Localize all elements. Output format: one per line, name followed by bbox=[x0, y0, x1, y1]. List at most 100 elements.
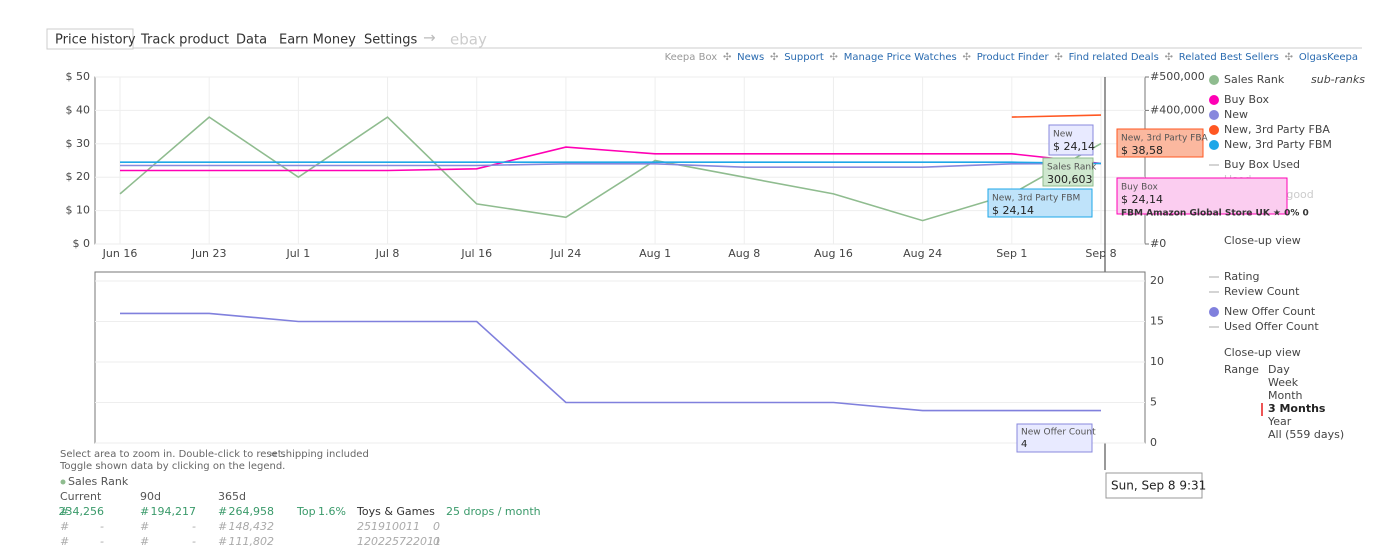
tab[interactable]: ebay bbox=[450, 31, 487, 49]
plot-area bbox=[94, 76, 1146, 245]
tooltip-seller: FBM Amazon Global Store UK ★ 0% 0 bbox=[1121, 209, 1309, 219]
sub-ranks[interactable]: sub-ranks bbox=[1311, 73, 1365, 86]
tooltip-value: $ 24,14 bbox=[1053, 140, 1095, 153]
tooltip-title: Sales Rank bbox=[1047, 163, 1097, 173]
tooltip bbox=[1016, 423, 1093, 453]
table-cell: - bbox=[192, 535, 196, 548]
tooltip bbox=[1116, 177, 1288, 215]
legend-entry[interactable]: Buy Box bbox=[1224, 93, 1269, 106]
tooltip bbox=[1116, 128, 1204, 158]
table-cell: # bbox=[218, 505, 227, 518]
tab[interactable]: Data bbox=[236, 33, 267, 48]
tab[interactable]: Price history bbox=[55, 33, 136, 48]
legend-entry[interactable]: Buy Box Used bbox=[1224, 158, 1300, 171]
tooltip bbox=[1048, 124, 1094, 156]
x-tick-label: Jun 23 bbox=[191, 247, 227, 260]
top-link[interactable]: Related Best Sellers bbox=[1179, 52, 1279, 63]
hint: = shipping included bbox=[269, 449, 369, 460]
series-line bbox=[119, 116, 1102, 222]
legend-dot bbox=[1209, 95, 1219, 105]
legend-entry[interactable]: Sales Rank bbox=[1224, 73, 1285, 86]
series-line bbox=[120, 162, 1102, 168]
table-cell: 1.6% bbox=[318, 505, 346, 518]
tab[interactable]: Earn Money bbox=[279, 33, 356, 48]
legend-dot bbox=[1209, 110, 1219, 120]
tab[interactable]: Track product bbox=[140, 33, 229, 48]
tooltip-title: Buy Box bbox=[1121, 183, 1158, 193]
top-link[interactable]: Manage Price Watches bbox=[844, 52, 957, 63]
separator: ✣ bbox=[1285, 52, 1293, 63]
legend-dot bbox=[1209, 140, 1219, 150]
table-cell: 264,958 bbox=[229, 505, 275, 518]
table-cell: # bbox=[140, 520, 149, 533]
tooltip-value: $ 24,14 bbox=[1121, 193, 1163, 206]
x-tick-label: Jul 24 bbox=[550, 247, 582, 260]
top-link[interactable]: News bbox=[737, 52, 764, 63]
table-cell: Toys & Games bbox=[356, 505, 435, 518]
x-tick-label: Aug 1 bbox=[639, 247, 671, 260]
top-link[interactable]: Product Finder bbox=[977, 52, 1050, 63]
table-cell: # bbox=[60, 505, 69, 518]
top-link[interactable]: Find related Deals bbox=[1069, 52, 1159, 63]
range-label: Range bbox=[1224, 363, 1259, 376]
legend-dot bbox=[1209, 307, 1219, 317]
range-option[interactable]: Year bbox=[1267, 415, 1292, 428]
table-cell: # bbox=[218, 520, 227, 533]
top-link[interactable]: Support bbox=[784, 52, 824, 63]
close-up-toggle[interactable]: Close-up view bbox=[1224, 346, 1301, 359]
table-cell: 120225722011 bbox=[357, 535, 441, 548]
series-line bbox=[120, 312, 1101, 412]
table-cell: - bbox=[100, 520, 104, 533]
table-header: 90d bbox=[140, 490, 161, 503]
range-option[interactable]: All (559 days) bbox=[1268, 428, 1344, 441]
y-tick-label: $ 20 bbox=[66, 170, 91, 183]
legend-entry[interactable]: New Offer Count bbox=[1224, 305, 1316, 318]
top-link[interactable]: OlgasKeepa bbox=[1299, 52, 1358, 63]
separator: ✣ bbox=[723, 52, 731, 63]
y-tick-label: 20 bbox=[1150, 274, 1164, 287]
cursor-time-box bbox=[1105, 472, 1203, 499]
active-tab bbox=[46, 28, 134, 50]
tooltip bbox=[1042, 157, 1094, 187]
series-line bbox=[1011, 114, 1102, 118]
range-option[interactable]: Day bbox=[1268, 363, 1290, 376]
separator: ✣ bbox=[1165, 52, 1173, 63]
tooltip-title: New, 3rd Party FBA bbox=[1121, 134, 1208, 144]
tab[interactable]: Settings bbox=[364, 33, 418, 48]
section-title: Sales Rank bbox=[68, 475, 129, 488]
table-cell: 234,256 bbox=[59, 505, 105, 518]
table-cell: # bbox=[140, 505, 149, 518]
legend-entry[interactable]: New, 3rd Party FBA bbox=[1224, 123, 1330, 136]
table-cell: # bbox=[218, 535, 227, 548]
tooltip-value: 300,603 bbox=[1047, 173, 1093, 186]
y2-tick-label: #0 bbox=[1150, 237, 1166, 250]
y-tick-label: $ 0 bbox=[73, 237, 91, 250]
legend-dot bbox=[1209, 75, 1219, 85]
legend-entry[interactable]: Used Offer Count bbox=[1224, 320, 1319, 333]
y2-tick-label: #500,000 bbox=[1150, 70, 1205, 83]
y2-tick-label: #400,000 bbox=[1150, 103, 1205, 116]
legend-dot bbox=[1209, 125, 1219, 135]
range-option[interactable]: 3 Months bbox=[1268, 402, 1326, 415]
x-tick-label: Sep 8 bbox=[1085, 247, 1116, 260]
y-tick-label: $ 50 bbox=[66, 70, 91, 83]
legend-entry[interactable]: Rating bbox=[1224, 270, 1259, 283]
table-cell: 194,217 bbox=[151, 505, 197, 518]
close-up-toggle[interactable]: Close-up view bbox=[1224, 234, 1301, 247]
arrow: → bbox=[423, 29, 436, 47]
legend-entry[interactable]: Review Count bbox=[1224, 285, 1300, 298]
legend-entry[interactable]: New, 3rd Party FBM bbox=[1224, 138, 1332, 151]
y-tick-label: 5 bbox=[1150, 396, 1157, 409]
tooltip-value: $ 24,14 bbox=[992, 204, 1034, 217]
range-option[interactable]: Month bbox=[1268, 389, 1303, 402]
separator: ✣ bbox=[963, 52, 971, 63]
y-tick-label: 10 bbox=[1150, 355, 1164, 368]
series-line bbox=[120, 161, 1102, 165]
legend-entry[interactable]: New bbox=[1224, 108, 1248, 121]
range-option[interactable]: Week bbox=[1268, 376, 1299, 389]
hint: Select area to zoom in. Double-click to … bbox=[60, 449, 285, 460]
x-tick-label: Jul 8 bbox=[375, 247, 400, 260]
cursor-time: Sun, Sep 8 9:31 bbox=[1111, 479, 1206, 493]
table-cell: 111,802 bbox=[229, 535, 275, 548]
